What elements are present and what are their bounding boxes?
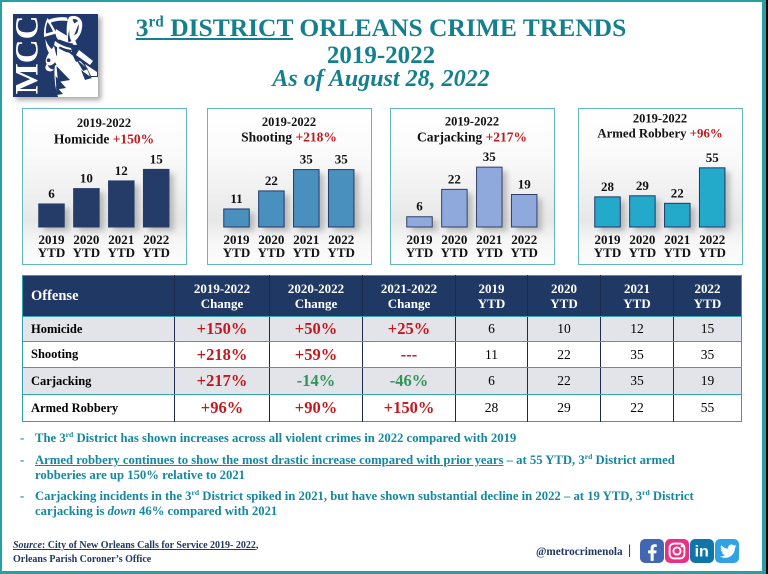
svg-text:2019: 2019 <box>39 232 66 247</box>
svg-text:55: 55 <box>706 150 720 165</box>
svg-text:2022: 2022 <box>511 232 537 247</box>
svg-text:in: in <box>695 544 709 561</box>
svg-text:YTD: YTD <box>108 245 135 260</box>
svg-text:YTD: YTD <box>441 245 468 260</box>
svg-text:2019: 2019 <box>595 232 622 247</box>
svg-text:22: 22 <box>671 185 684 200</box>
svg-text:YTD: YTD <box>38 245 65 260</box>
svg-text:YTD: YTD <box>476 245 503 260</box>
svg-text:2020: 2020 <box>258 232 284 247</box>
svg-text:2022: 2022 <box>328 232 354 247</box>
svg-text:2019-2022: 2019-2022 <box>262 115 316 129</box>
svg-text:15: 15 <box>150 151 164 166</box>
svg-text:2021: 2021 <box>108 232 134 247</box>
svg-text:2021: 2021 <box>476 232 502 247</box>
svg-text:Armed Robbery +96%: Armed Robbery +96% <box>597 127 722 141</box>
svg-text:12: 12 <box>115 163 128 178</box>
svg-text:35: 35 <box>483 149 497 164</box>
svg-text:2022: 2022 <box>699 232 725 247</box>
svg-text:Shooting +218%: Shooting +218% <box>241 130 337 145</box>
svg-text:YTD: YTD <box>142 245 169 260</box>
svg-text:YTD: YTD <box>664 245 691 260</box>
svg-text:YTD: YTD <box>406 245 433 260</box>
svg-text:22: 22 <box>265 173 278 188</box>
svg-text:35: 35 <box>335 152 349 167</box>
svg-text:28: 28 <box>601 179 615 194</box>
svg-text:Homicide +150%: Homicide +150% <box>54 132 154 147</box>
svg-text:10: 10 <box>80 171 93 186</box>
svg-text:11: 11 <box>230 191 242 206</box>
svg-text:YTD: YTD <box>73 245 100 260</box>
svg-text:YTD: YTD <box>698 245 725 260</box>
svg-text:YTD: YTD <box>594 245 621 260</box>
svg-text:2020: 2020 <box>629 232 655 247</box>
svg-text:2020: 2020 <box>73 232 99 247</box>
svg-text:35: 35 <box>300 152 314 167</box>
svg-text:29: 29 <box>636 178 650 193</box>
svg-text:YTD: YTD <box>510 245 537 260</box>
svg-text:YTD: YTD <box>223 245 250 260</box>
svg-text:2019-2022: 2019-2022 <box>445 115 499 129</box>
svg-text:2022: 2022 <box>143 232 169 247</box>
svg-text:Carjacking +217%: Carjacking +217% <box>417 130 527 145</box>
svg-text:22: 22 <box>448 171 461 186</box>
svg-text:2021: 2021 <box>293 232 319 247</box>
svg-text:6: 6 <box>416 199 423 214</box>
svg-text:2019: 2019 <box>407 232 434 247</box>
svg-text:YTD: YTD <box>293 245 320 260</box>
svg-text:2020: 2020 <box>441 232 467 247</box>
svg-text:YTD: YTD <box>629 245 656 260</box>
svg-text:YTD: YTD <box>327 245 354 260</box>
svg-text:2019-2022: 2019-2022 <box>77 116 131 130</box>
svg-text:2019: 2019 <box>224 232 251 247</box>
svg-text:2021: 2021 <box>664 232 690 247</box>
svg-text:19: 19 <box>518 177 532 192</box>
svg-text:6: 6 <box>48 186 55 201</box>
svg-text:2019-2022: 2019-2022 <box>633 112 687 126</box>
svg-text:YTD: YTD <box>258 245 285 260</box>
